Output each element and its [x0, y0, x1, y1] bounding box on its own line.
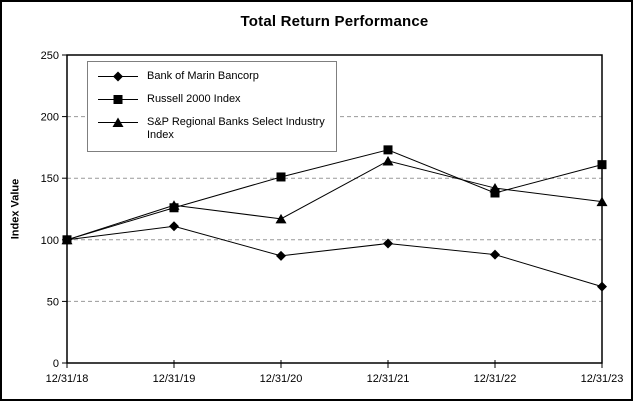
legend: Bank of Marin Bancorp Russell 2000 Index… — [87, 61, 337, 152]
legend-item-bank-of-marin: Bank of Marin Bancorp — [98, 70, 328, 83]
svg-text:12/31/22: 12/31/22 — [474, 373, 517, 385]
svg-text:12/31/19: 12/31/19 — [153, 373, 196, 385]
svg-text:200: 200 — [41, 112, 59, 124]
svg-text:100: 100 — [41, 235, 59, 247]
svg-text:12/31/20: 12/31/20 — [260, 373, 303, 385]
square-marker-icon — [98, 95, 138, 104]
legend-item-sp-regional-banks: S&P Regional Banks Select Industry Index — [98, 116, 328, 142]
legend-label: Russell 2000 Index — [147, 93, 241, 105]
legend-label: S&P Regional Banks Select Industry Index — [147, 116, 325, 141]
legend-item-russell-2000: Russell 2000 Index — [98, 93, 328, 106]
svg-text:0: 0 — [53, 358, 59, 370]
svg-text:50: 50 — [47, 296, 59, 308]
svg-text:12/31/18: 12/31/18 — [46, 373, 89, 385]
triangle-marker-icon — [98, 117, 138, 127]
svg-text:12/31/23: 12/31/23 — [581, 373, 624, 385]
svg-text:12/31/21: 12/31/21 — [367, 373, 410, 385]
svg-text:150: 150 — [41, 173, 59, 185]
svg-text:250: 250 — [41, 50, 59, 62]
legend-label: Bank of Marin Bancorp — [147, 70, 259, 82]
diamond-marker-icon — [98, 71, 138, 82]
chart-title: Total Return Performance — [240, 13, 429, 30]
